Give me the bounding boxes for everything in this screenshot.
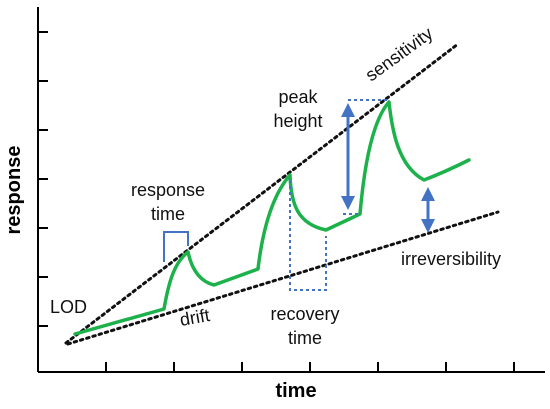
sensitivity-label: sensitivity	[362, 23, 437, 85]
response-time-label-line2: time	[151, 204, 185, 224]
peak-height-label-line2: height	[273, 111, 322, 131]
x-axis-title: time	[275, 380, 316, 402]
axes	[37, 7, 545, 373]
lod-label: LOD	[50, 297, 87, 317]
drift-label: drift	[178, 305, 211, 330]
y-axis-title: response	[3, 146, 25, 235]
annotations	[163, 99, 435, 291]
response-curve	[73, 100, 471, 336]
irreversibility-arrow	[421, 187, 435, 233]
recovery-time-bracket	[289, 180, 327, 291]
y-ticks	[38, 31, 48, 327]
response-time-bracket	[163, 231, 189, 262]
peak-height-label-line1: peak	[278, 87, 318, 107]
peak-height-arrow	[341, 103, 355, 210]
recovery-time-label-line1: recovery	[270, 304, 339, 324]
drift-line	[66, 210, 500, 346]
irreversibility-label: irreversibility	[401, 249, 501, 269]
recovery-time-label-line2: time	[288, 328, 322, 348]
response-time-label-line1: response	[131, 180, 205, 200]
sensitivity-line	[64, 42, 460, 345]
x-ticks	[105, 362, 515, 372]
